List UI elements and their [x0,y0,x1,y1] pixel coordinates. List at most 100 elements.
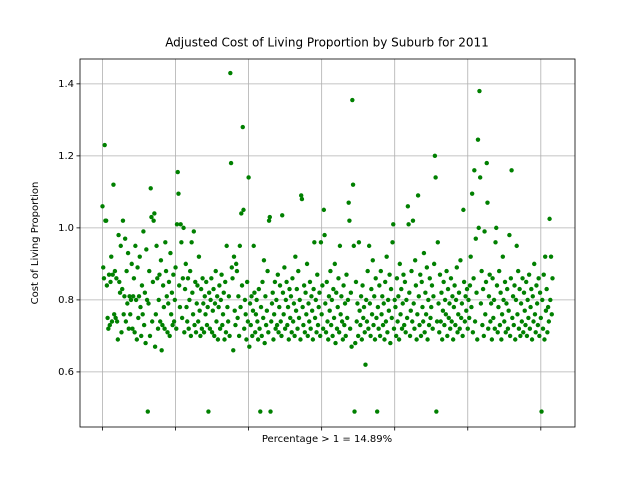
point [310,337,316,342]
point [108,279,113,285]
point [283,297,289,303]
point [447,301,452,306]
point [329,297,335,303]
point [307,319,312,324]
point [543,308,549,313]
point [506,308,511,313]
point [195,319,201,324]
point [534,301,540,306]
point [382,337,387,342]
point [424,265,430,270]
point [173,265,178,270]
point [262,340,267,346]
point [550,276,555,281]
point [242,297,248,303]
point [442,297,448,303]
point [174,326,179,331]
point [214,319,219,324]
point [359,337,365,342]
point [158,319,163,324]
point [295,326,300,331]
point [185,276,191,281]
point [368,333,373,339]
point [227,333,232,339]
point [518,333,523,339]
point [407,333,413,339]
point [436,301,441,306]
point [317,290,322,295]
point [527,326,533,331]
point [125,250,131,256]
point [138,304,143,310]
point [111,312,117,317]
point [266,330,271,335]
point [353,340,358,346]
point [364,319,370,324]
point [491,315,496,321]
point [259,333,264,339]
point [252,330,258,335]
point [522,308,527,313]
point [531,319,536,324]
point [109,254,114,259]
point [333,340,338,346]
point [328,322,334,328]
point [425,337,430,342]
point [148,186,153,191]
point [324,279,329,285]
point [452,283,457,288]
point [453,322,458,328]
point [427,276,432,281]
point [268,409,273,414]
point [322,232,327,238]
point [496,304,501,310]
point [274,297,279,303]
point [212,333,217,339]
x-axis-label: Percentage > 1 = 14.89% [262,434,392,445]
point [412,326,417,331]
point [166,279,172,285]
point [286,337,291,342]
point [300,304,305,310]
point [390,240,395,245]
point [378,268,384,274]
point [197,308,202,313]
point [494,283,500,288]
point [277,304,282,310]
point [532,312,538,317]
point [258,409,263,414]
point [252,290,257,295]
point [449,319,454,324]
point [346,200,351,205]
point [141,229,146,234]
point [548,297,553,303]
point [448,326,453,331]
point [149,214,154,220]
point [399,286,404,292]
point [415,193,421,198]
point [187,268,193,274]
point [457,326,462,331]
point [491,297,497,303]
point [147,268,152,274]
point [157,272,162,277]
point [379,312,384,317]
point [163,268,169,274]
point [272,279,278,285]
y-tick-label: 0.8 [58,295,74,306]
point [228,160,234,166]
point [187,297,192,303]
point [525,297,530,303]
point [282,326,288,331]
point [371,322,376,328]
point [477,175,483,180]
point [360,283,365,288]
point [124,268,129,274]
point [415,312,420,317]
point [441,279,446,285]
point [144,297,150,303]
point [137,254,142,259]
point [396,337,402,342]
point [384,254,389,259]
